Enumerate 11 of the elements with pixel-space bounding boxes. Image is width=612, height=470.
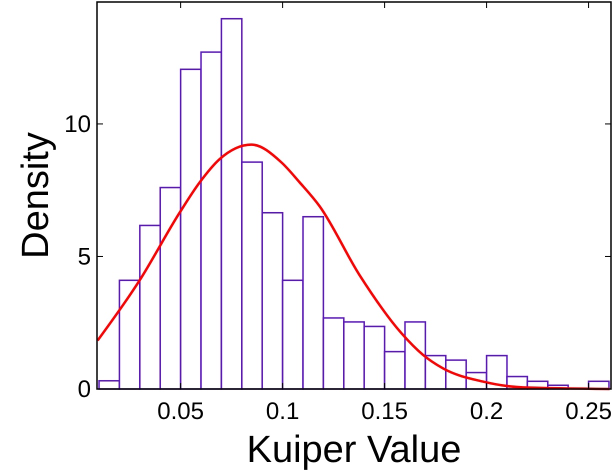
y-tick-label: 10: [64, 110, 91, 138]
y-axis-title: Density: [15, 132, 57, 259]
y-tick-label: 5: [78, 243, 91, 270]
y-tick-label: 0: [78, 376, 91, 403]
x-tick-label: 0.15: [361, 398, 408, 425]
x-axis-title: Kuiper Value: [246, 429, 462, 470]
x-tick-label: 0.05: [157, 398, 204, 425]
x-tick-label: 0.2: [470, 398, 504, 425]
x-tick-label: 0.1: [266, 398, 300, 425]
x-tick-label: 0.25: [565, 398, 612, 425]
line-series: [96, 143, 611, 390]
